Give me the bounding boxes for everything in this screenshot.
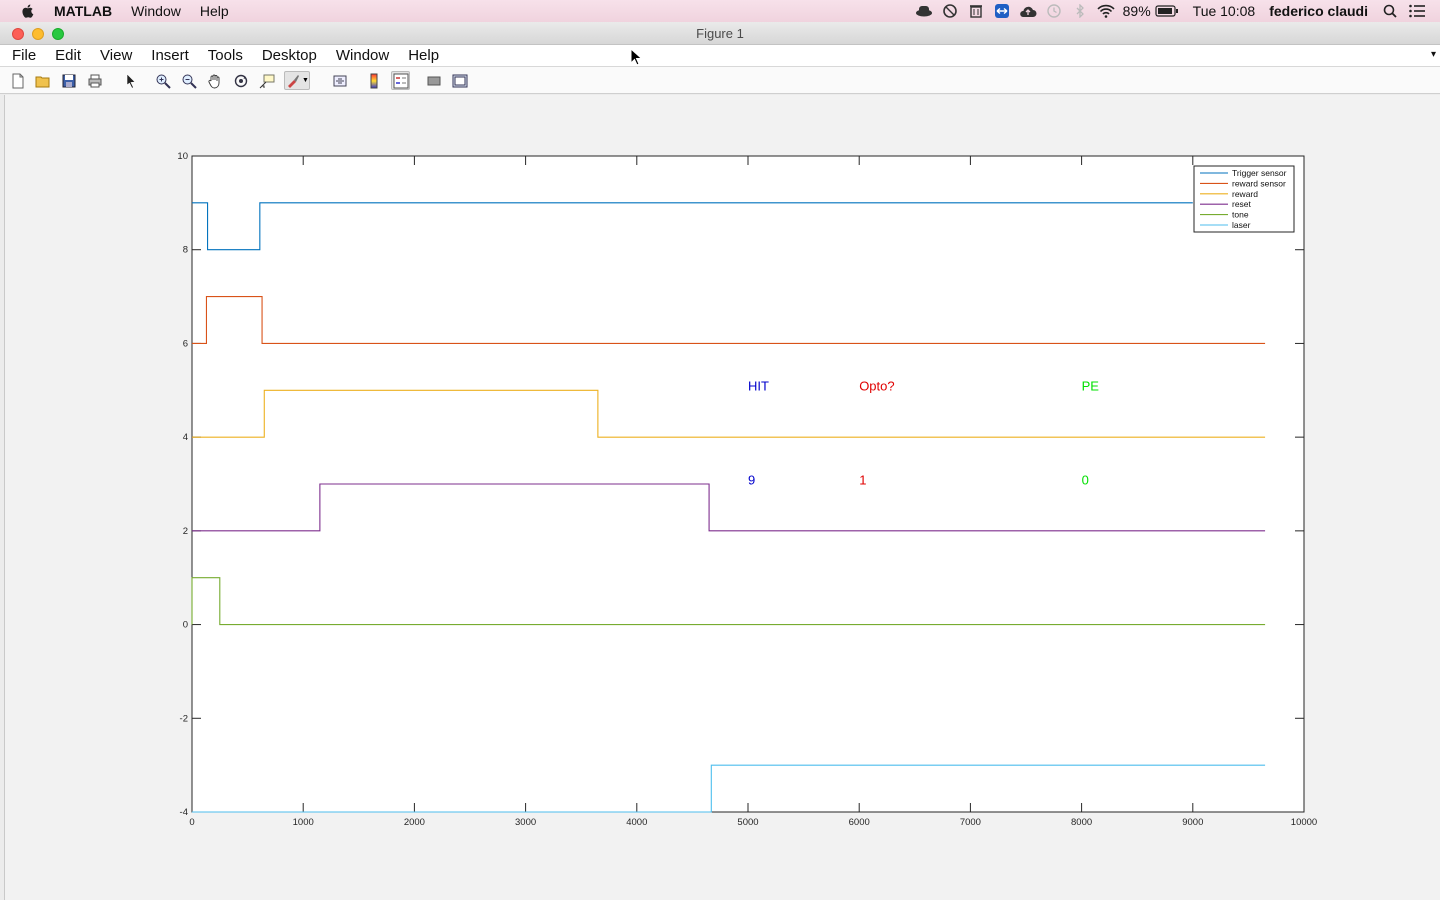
wifi-icon[interactable] xyxy=(1097,4,1115,18)
x-tick-label: 2000 xyxy=(404,817,425,828)
brush-icon[interactable]: ▼ xyxy=(284,71,310,90)
annotation-text: HIT xyxy=(748,379,769,394)
minimize-window-button[interactable] xyxy=(32,28,44,40)
series-line-reward-sensor xyxy=(192,296,1266,344)
zoom-window-button[interactable] xyxy=(52,28,64,40)
figure-menu-bar: File Edit View Insert Tools Desktop Wind… xyxy=(0,45,1440,67)
y-tick-label: -2 xyxy=(180,713,188,724)
x-tick-label: 10000 xyxy=(1291,817,1317,828)
annotation-text: Opto? xyxy=(859,379,894,394)
pointer-icon[interactable] xyxy=(122,72,139,89)
figure-canvas[interactable]: 0 1000 2000 3000 4000 5000 6000 7000 8000 9000 100… xyxy=(4,95,1440,900)
x-tick-label: 6000 xyxy=(849,817,870,828)
series-line-reward xyxy=(192,389,1266,438)
mouse-cursor-icon xyxy=(630,48,642,66)
menubar-app-name[interactable]: MATLAB xyxy=(54,3,113,19)
y-tick-label: 4 xyxy=(183,432,188,443)
legend-entry: laser xyxy=(1232,220,1251,230)
menu-window[interactable]: Window xyxy=(335,47,390,64)
legend-entry: reset xyxy=(1232,199,1252,209)
series-line-laser xyxy=(192,764,1266,813)
menubar-clock[interactable]: Tue 10:08 xyxy=(1192,3,1256,19)
menu-overflow-chevron-icon[interactable]: ▾ xyxy=(1430,49,1436,60)
menu-view[interactable]: View xyxy=(100,47,133,64)
y-tick-label: -4 xyxy=(180,807,188,818)
legend-entry: reward sensor xyxy=(1232,178,1286,188)
cloud-upload-icon[interactable] xyxy=(1019,4,1037,18)
menubar-user[interactable]: federico claudi xyxy=(1269,3,1368,19)
y-tick-label: 8 xyxy=(183,245,188,256)
y-tick-label: 10 xyxy=(177,151,188,162)
window-title: Figure 1 xyxy=(696,26,744,41)
x-tick-label: 7000 xyxy=(960,817,981,828)
zoom-out-icon[interactable] xyxy=(180,72,197,89)
pan-icon[interactable] xyxy=(206,72,223,89)
legend-entry: Trigger sensor xyxy=(1232,168,1287,178)
notification-center-icon[interactable] xyxy=(1408,4,1426,18)
figure-window: Figure 1 File Edit View Insert Tools Des… xyxy=(0,22,1440,900)
menu-tools[interactable]: Tools xyxy=(207,47,243,64)
x-tick-label: 8000 xyxy=(1071,817,1092,828)
legend-box xyxy=(1193,165,1295,233)
save-icon[interactable] xyxy=(60,72,77,89)
rotate-3d-icon[interactable] xyxy=(232,72,249,89)
apple-icon[interactable] xyxy=(20,3,36,19)
y-tick-label: 6 xyxy=(183,338,188,349)
annotation-text: 9 xyxy=(748,472,755,487)
open-icon[interactable] xyxy=(34,72,51,89)
x-tick-label: 4000 xyxy=(626,817,647,828)
hat-icon[interactable] xyxy=(915,4,933,18)
menubar-item-window[interactable]: Window xyxy=(131,3,181,19)
x-tick-label: 3000 xyxy=(515,817,536,828)
print-icon[interactable] xyxy=(86,72,103,89)
series-line-reset xyxy=(192,483,1266,532)
figure-toolbar: ▼ xyxy=(0,67,1440,94)
teamviewer-icon[interactable] xyxy=(993,4,1011,18)
hide-plot-tools-icon[interactable] xyxy=(425,72,442,89)
link-plot-icon[interactable] xyxy=(331,72,348,89)
menu-desktop[interactable]: Desktop xyxy=(261,47,317,64)
figure-plot[interactable]: 0 1000 2000 3000 4000 5000 6000 7000 8000 9000 100… xyxy=(5,95,1435,895)
new-figure-icon[interactable] xyxy=(9,72,26,89)
circle-slash-icon[interactable] xyxy=(941,4,959,18)
menu-edit[interactable]: Edit xyxy=(55,47,82,64)
menubar-item-help[interactable]: Help xyxy=(199,3,229,19)
battery-icon[interactable] xyxy=(1155,4,1179,18)
legend-entry: tone xyxy=(1232,210,1249,220)
bluetooth-icon[interactable] xyxy=(1071,4,1089,18)
show-plot-tools-icon[interactable] xyxy=(451,72,468,89)
legend-icon[interactable] xyxy=(391,71,410,90)
x-tick-label: 0 xyxy=(189,817,194,828)
colorbar-icon[interactable] xyxy=(365,72,382,89)
annotation-text: PE xyxy=(1082,379,1100,394)
menu-insert[interactable]: Insert xyxy=(151,47,189,64)
x-tick-label: 1000 xyxy=(293,817,314,828)
zoom-in-icon[interactable] xyxy=(154,72,171,89)
spotlight-search-icon[interactable] xyxy=(1382,4,1400,18)
system-menu-bar: MATLAB Window Help 89% Tue 10:08 federic… xyxy=(0,0,1440,22)
window-title-bar[interactable]: Figure 1 xyxy=(0,22,1440,45)
trash-icon[interactable] xyxy=(967,4,985,18)
time-machine-icon[interactable] xyxy=(1045,4,1063,18)
close-window-button[interactable] xyxy=(12,28,24,40)
battery-percent: 89% xyxy=(1122,3,1151,19)
x-tick-label: 5000 xyxy=(737,817,758,828)
menu-help[interactable]: Help xyxy=(408,47,440,64)
y-tick-label: 2 xyxy=(183,526,188,537)
menu-file[interactable]: File xyxy=(12,47,37,64)
data-cursor-icon[interactable] xyxy=(258,72,275,89)
series-line-tone xyxy=(191,577,1266,626)
x-tick-label: 9000 xyxy=(1182,817,1203,828)
y-tick-label: 0 xyxy=(183,620,188,631)
annotation-text: 0 xyxy=(1082,472,1089,487)
legend-entry: reward xyxy=(1232,189,1258,199)
series-line-trigger-sensor xyxy=(192,202,1193,251)
annotation-text: 1 xyxy=(859,472,866,487)
